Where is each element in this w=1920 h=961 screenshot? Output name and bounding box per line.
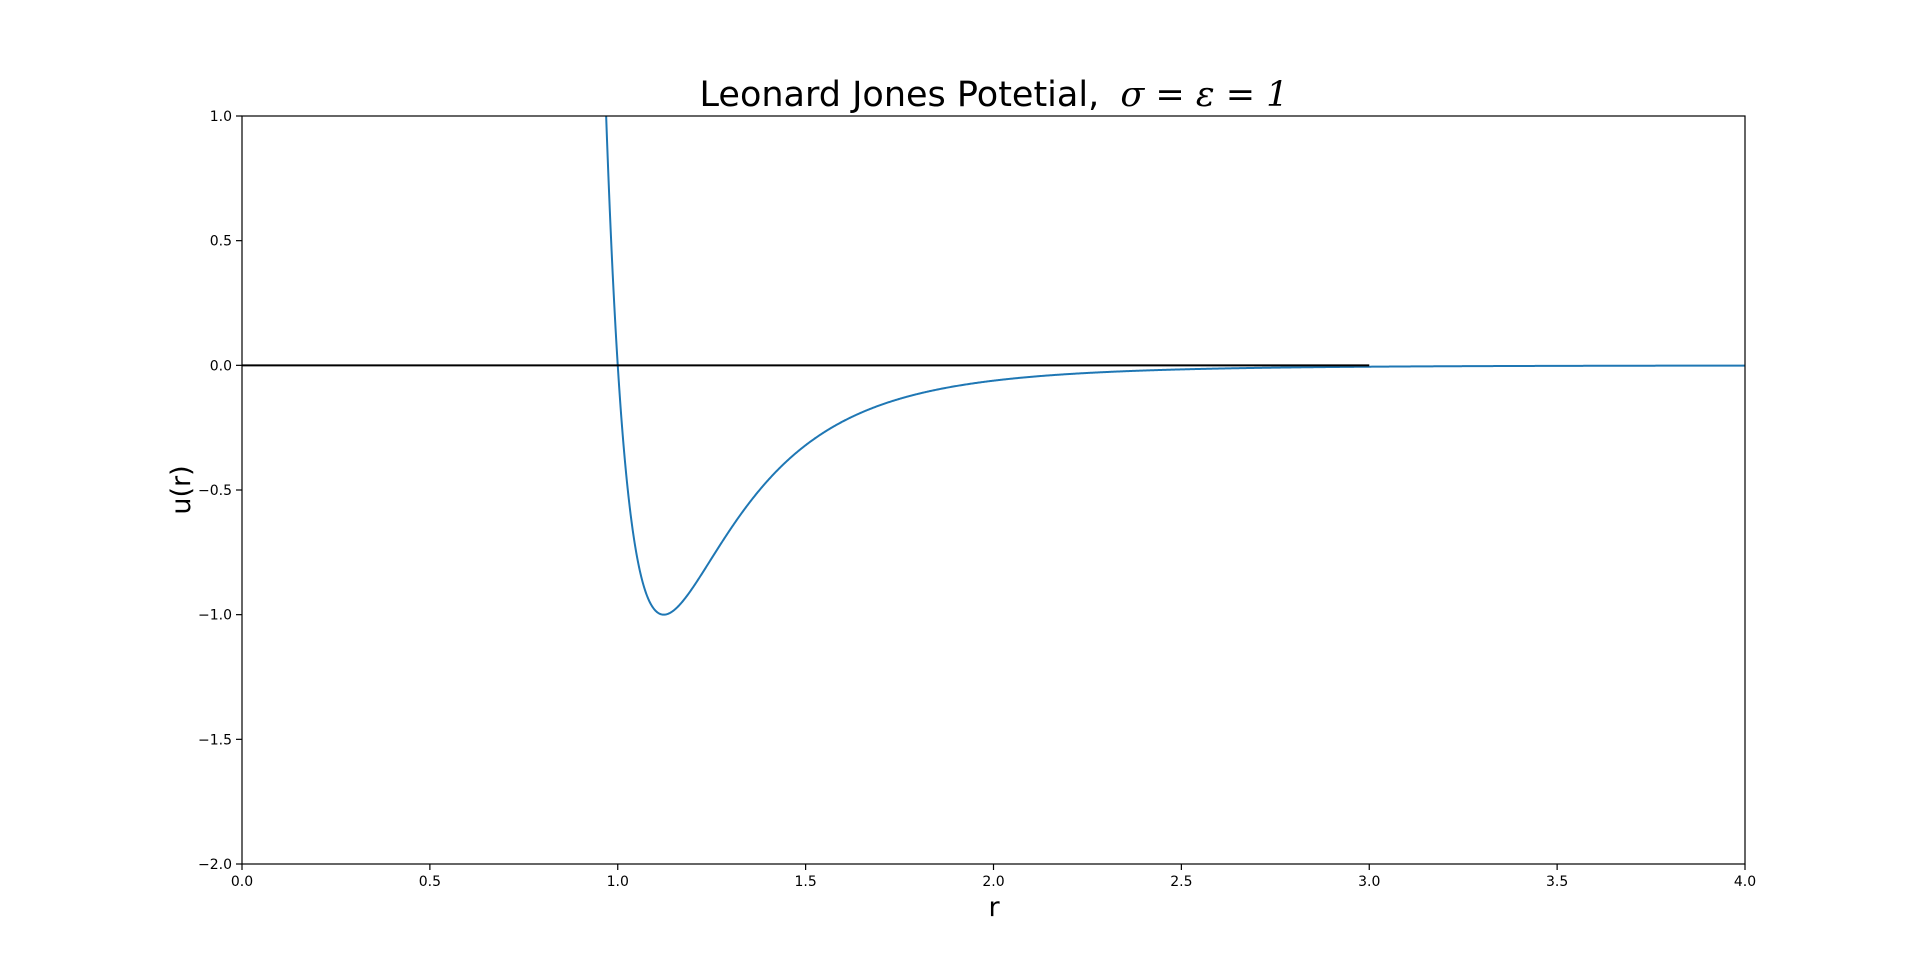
y-tick-label: 1.0 bbox=[210, 109, 232, 125]
chart-title: Leonard Jones Potetial, σ = ε = 1 bbox=[700, 75, 1289, 115]
plot-layer bbox=[242, 116, 1745, 616]
y-tick-label: −1.5 bbox=[198, 732, 232, 748]
x-axis-ticks: 0.0 0.5 1.0 1.5 2.0 2.5 3.0 3.5 4.0 bbox=[231, 864, 1756, 890]
y-tick-label: −0.5 bbox=[198, 483, 232, 499]
x-tick-label: 1.5 bbox=[794, 874, 816, 890]
x-tick-label: 2.5 bbox=[1170, 874, 1192, 890]
x-tick-label: 0.0 bbox=[231, 874, 253, 890]
chart-title-text: Leonard Jones Potetial, bbox=[700, 75, 1100, 115]
y-tick-label: 0.5 bbox=[210, 234, 232, 250]
y-tick-label: 0.0 bbox=[210, 358, 232, 374]
x-tick-label: 2.0 bbox=[982, 874, 1004, 890]
x-axis-label: r bbox=[988, 892, 1000, 923]
y-axis-label: u(r) bbox=[166, 465, 197, 514]
x-tick-label: 4.0 bbox=[1734, 874, 1756, 890]
x-tick-label: 3.5 bbox=[1546, 874, 1568, 890]
y-tick-label: −1.0 bbox=[198, 608, 232, 624]
axes-frame bbox=[241, 115, 1746, 865]
x-tick-label: 0.5 bbox=[419, 874, 441, 890]
y-tick-label: −2.0 bbox=[198, 857, 232, 873]
x-tick-label: 3.0 bbox=[1358, 874, 1380, 890]
y-axis-ticks: 1.0 0.5 0.0 −0.5 −1.0 −1.5 −2.0 bbox=[198, 109, 242, 873]
series-line-potential bbox=[605, 116, 1745, 616]
chart-title-math: σ = ε = 1 bbox=[1120, 75, 1288, 115]
x-tick-label: 1.0 bbox=[607, 874, 629, 890]
